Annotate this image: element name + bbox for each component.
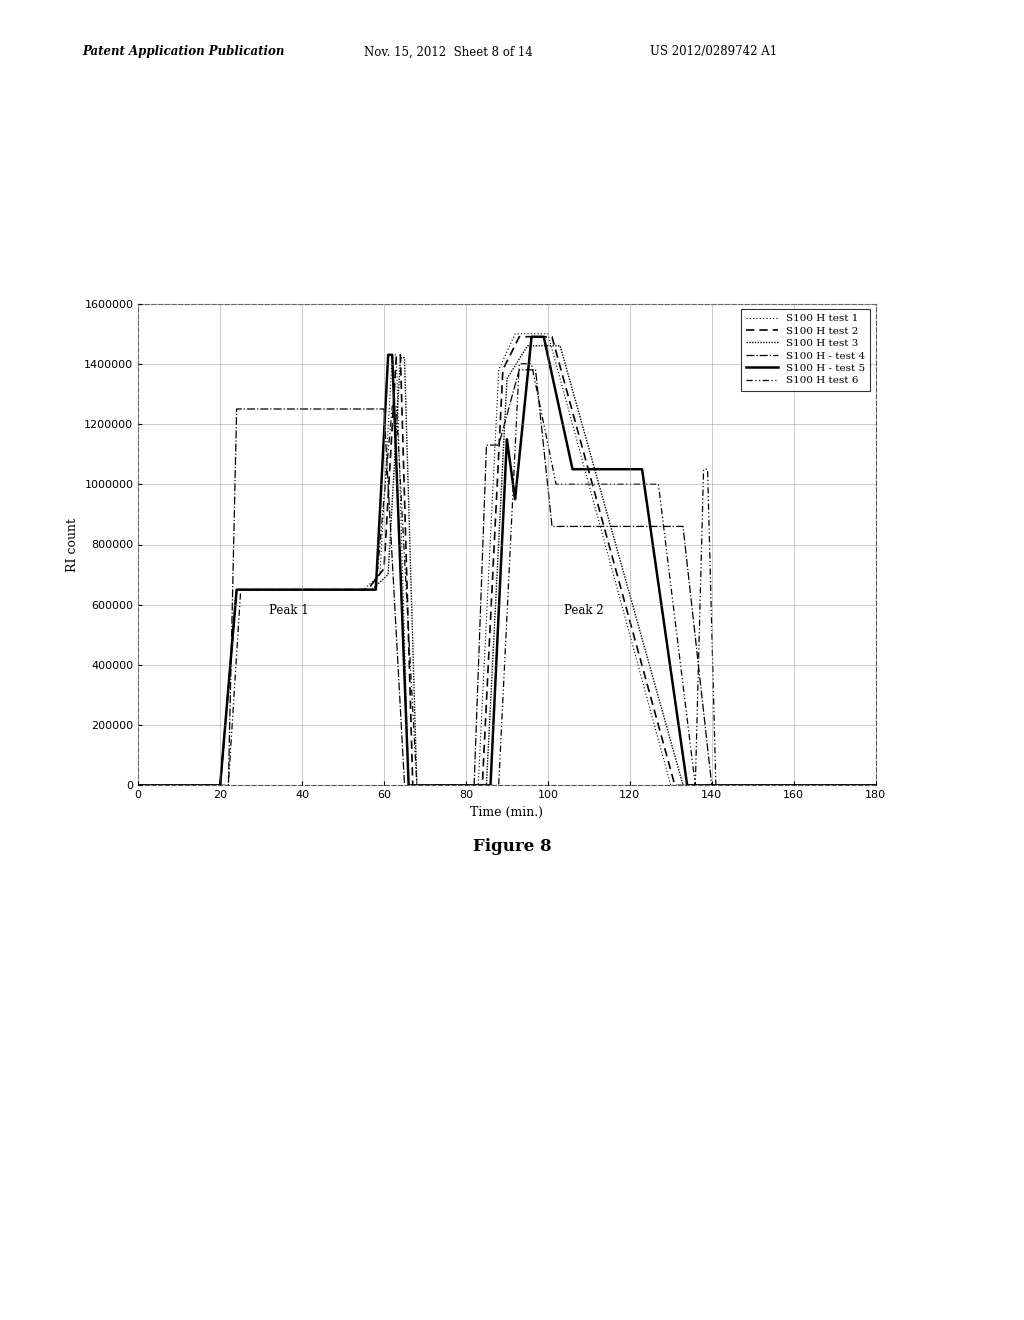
S100 H test 3 [660, 717, 673, 733]
S100 H - test 4 [869, 777, 882, 793]
S100 H - test 4 [578, 519, 590, 535]
S100 H - test 5 [578, 461, 590, 477]
S100 H test 1 [578, 459, 590, 475]
Text: Nov. 15, 2012  Sheet 8 of 14: Nov. 15, 2012 Sheet 8 of 14 [364, 45, 532, 58]
S100 H test 2 [869, 777, 882, 793]
S100 H test 1 [869, 777, 882, 793]
S100 H test 6 [132, 777, 144, 793]
Line: S100 H test 6: S100 H test 6 [138, 364, 876, 785]
S100 H - test 5 [481, 777, 494, 793]
S100 H - test 5 [660, 631, 673, 647]
S100 H test 3 [869, 777, 882, 793]
S100 H test 6 [578, 477, 590, 492]
Y-axis label: RI count: RI count [66, 517, 79, 572]
S100 H test 2 [315, 582, 328, 598]
S100 H - test 5 [132, 777, 144, 793]
S100 H test 6 [605, 477, 617, 492]
S100 H test 3 [481, 767, 494, 783]
S100 H - test 4 [132, 777, 144, 793]
S100 H test 3 [521, 338, 534, 354]
S100 H test 3 [315, 582, 328, 598]
S100 H test 1 [821, 777, 834, 793]
X-axis label: Time (min.): Time (min.) [470, 805, 544, 818]
S100 H - test 5 [315, 582, 328, 598]
Line: S100 H - test 5: S100 H - test 5 [138, 337, 876, 785]
S100 H test 1 [315, 582, 328, 598]
S100 H test 3 [821, 777, 834, 793]
S100 H test 1 [481, 601, 494, 616]
S100 H - test 4 [605, 519, 617, 535]
S100 H test 2 [660, 746, 673, 762]
S100 H - test 4 [513, 362, 525, 378]
S100 H - test 4 [821, 777, 834, 793]
Line: S100 H test 3: S100 H test 3 [138, 346, 876, 785]
S100 H - test 5 [525, 329, 538, 345]
S100 H test 2 [578, 446, 590, 462]
S100 H test 6 [869, 777, 882, 793]
Text: Peak 2: Peak 2 [564, 603, 604, 616]
S100 H - test 4 [481, 437, 494, 453]
S100 H - test 4 [315, 401, 328, 417]
S100 H test 1 [605, 560, 617, 576]
S100 H test 6 [821, 777, 834, 793]
S100 H test 2 [821, 777, 834, 793]
S100 H - test 5 [605, 461, 617, 477]
Text: Figure 8: Figure 8 [473, 838, 551, 855]
S100 H test 1 [660, 760, 673, 776]
S100 H test 2 [605, 546, 617, 562]
Line: S100 H test 2: S100 H test 2 [138, 337, 876, 785]
S100 H test 3 [605, 521, 617, 537]
S100 H test 2 [481, 684, 494, 700]
S100 H - test 5 [869, 777, 882, 793]
S100 H test 1 [509, 326, 521, 342]
S100 H test 6 [513, 356, 525, 372]
Line: S100 H test 1: S100 H test 1 [138, 334, 876, 785]
Text: Peak 1: Peak 1 [269, 603, 309, 616]
S100 H test 6 [660, 540, 673, 556]
S100 H test 1 [132, 777, 144, 793]
Legend: S100 H test 1, S100 H test 2, S100 H test 3, S100 H - test 4, S100 H - test 5, S: S100 H test 1, S100 H test 2, S100 H tes… [741, 309, 870, 391]
S100 H - test 4 [660, 519, 673, 535]
S100 H test 3 [132, 777, 144, 793]
S100 H test 2 [513, 329, 525, 345]
S100 H - test 5 [821, 777, 834, 793]
S100 H test 3 [578, 424, 590, 440]
Text: US 2012/0289742 A1: US 2012/0289742 A1 [650, 45, 777, 58]
S100 H test 6 [315, 582, 328, 598]
S100 H test 2 [132, 777, 144, 793]
Text: Patent Application Publication: Patent Application Publication [82, 45, 285, 58]
S100 H test 6 [481, 777, 494, 793]
Line: S100 H - test 4: S100 H - test 4 [138, 370, 876, 785]
